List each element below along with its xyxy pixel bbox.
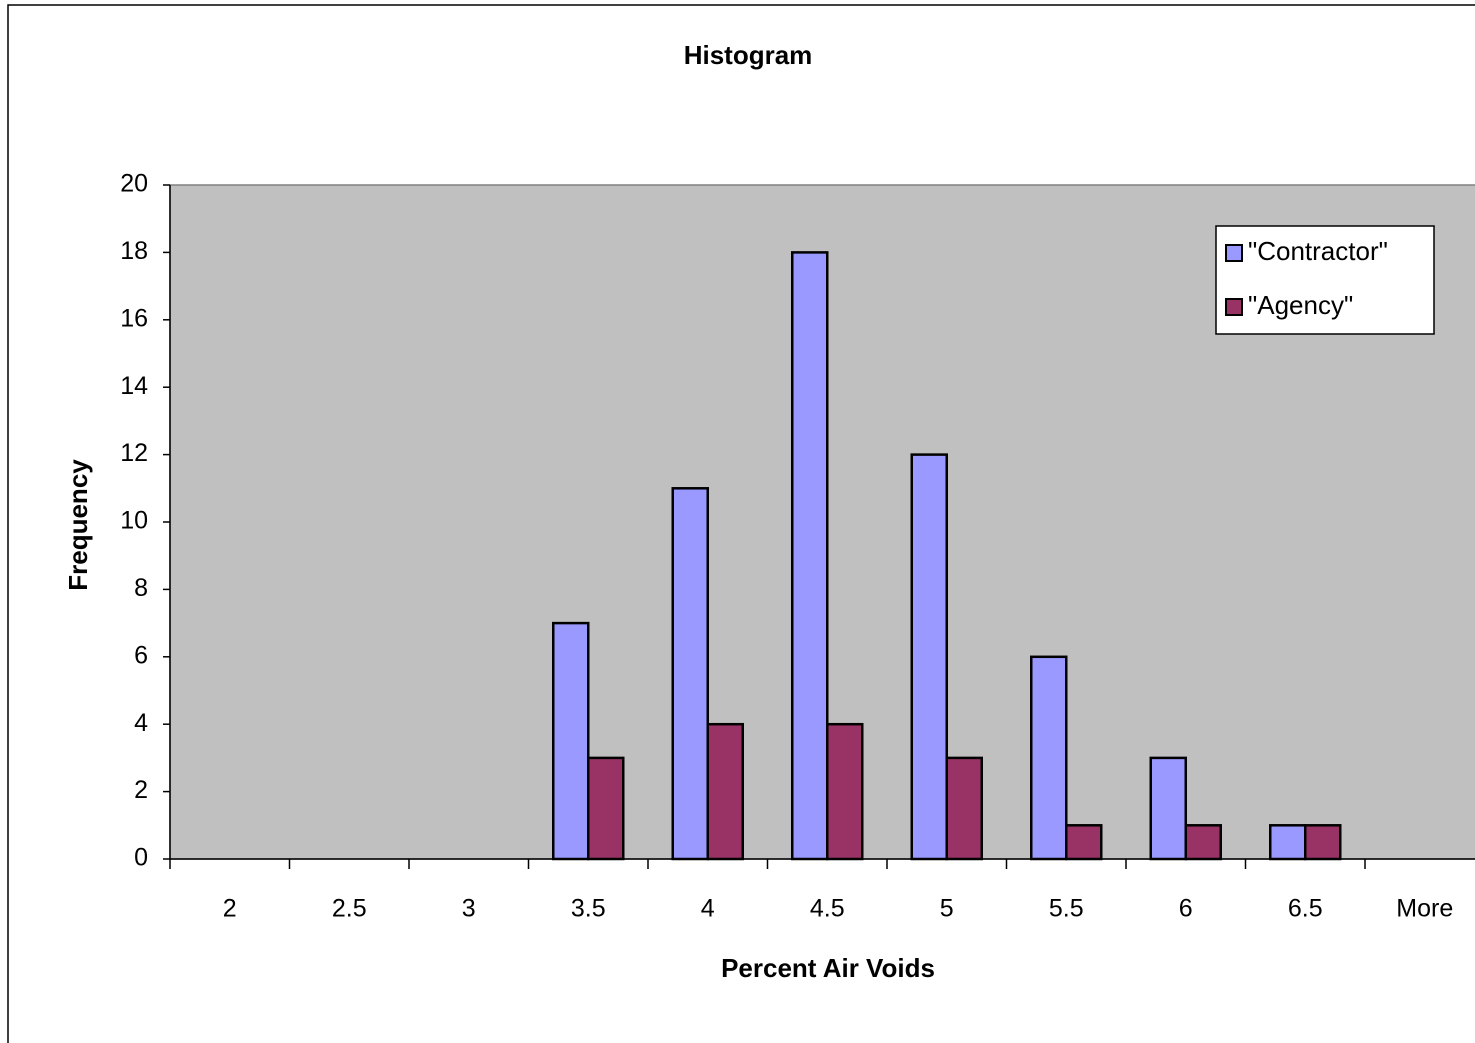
bar [1065, 824, 1103, 861]
x-tick-label: 6 [1179, 895, 1193, 923]
legend-label: "Agency" [1248, 290, 1353, 320]
x-tick-label: 5 [940, 895, 954, 923]
x-tick-label: 4 [701, 895, 715, 923]
x-tick-label: More [1396, 895, 1453, 923]
bar [706, 722, 744, 861]
bar [826, 722, 864, 861]
legend-swatch [1225, 298, 1243, 316]
bar [1184, 824, 1222, 861]
y-tick-label: 12 [120, 439, 148, 467]
x-axis-title: Percent Air Voids [721, 953, 935, 983]
x-tick-label: 2 [223, 895, 237, 923]
bar [1304, 824, 1342, 861]
bar [552, 621, 590, 861]
legend-box [1215, 225, 1435, 335]
bar [1030, 655, 1068, 861]
x-tick-label: 3 [462, 895, 476, 923]
bar [910, 453, 948, 861]
legend-label: "Contractor" [1248, 236, 1388, 266]
y-tick-label: 20 [120, 170, 148, 198]
bar [587, 756, 625, 861]
x-tick-label: 2.5 [332, 895, 367, 923]
legend-swatch [1225, 244, 1243, 262]
x-tick-label: 3.5 [571, 895, 606, 923]
bar [1269, 824, 1307, 861]
y-tick-label: 4 [134, 709, 148, 737]
y-axis-title: Frequency [63, 459, 93, 591]
x-tick-label: 5.5 [1049, 895, 1084, 923]
y-tick-label: 8 [134, 574, 148, 602]
bar [671, 487, 709, 861]
y-tick-label: 14 [120, 372, 148, 400]
bar [945, 756, 983, 861]
x-tick-label: 6.5 [1288, 895, 1323, 923]
y-tick-label: 10 [120, 507, 148, 535]
chart-title: Histogram [684, 40, 813, 70]
x-tick-label: 4.5 [810, 895, 845, 923]
y-tick-label: 18 [120, 237, 148, 265]
y-tick-label: 2 [134, 776, 148, 804]
y-tick-label: 6 [134, 641, 148, 669]
bar [1149, 756, 1187, 861]
y-tick-label: 16 [120, 304, 148, 332]
y-tick-label: 0 [134, 844, 148, 872]
bar [791, 251, 829, 861]
